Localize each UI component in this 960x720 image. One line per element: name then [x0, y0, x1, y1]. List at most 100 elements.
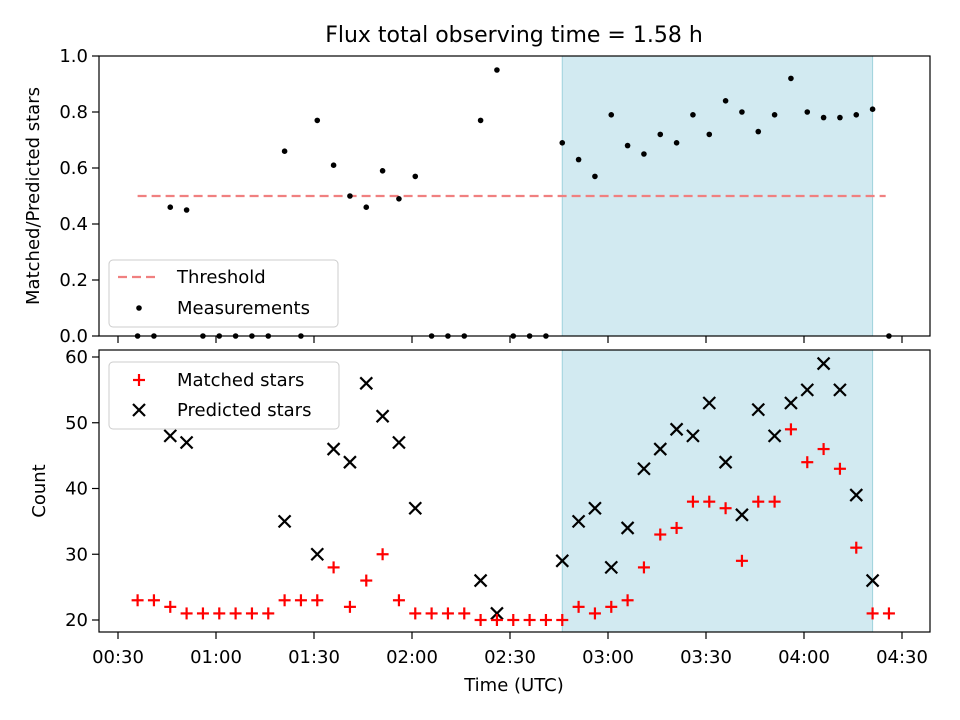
matched-star-point	[245, 607, 258, 620]
predicted-star-point	[784, 396, 798, 410]
matched-star-point	[833, 462, 846, 475]
measurement-point	[673, 140, 680, 146]
measurement-point	[641, 151, 647, 157]
x-tick-label: 02:00	[386, 647, 438, 668]
matched-star-point	[801, 456, 814, 469]
predicted-star-point	[620, 521, 635, 535]
predicted-star-point	[555, 554, 570, 568]
predicted-star-point	[490, 606, 504, 621]
matched-star-point	[882, 607, 895, 620]
legend-measurements-label: Measurements	[177, 298, 310, 319]
x-tick-label: 02:30	[484, 647, 536, 668]
predicted-star-point	[833, 383, 847, 397]
x-tick-label: 01:30	[288, 647, 340, 668]
matched-star-point	[441, 607, 454, 620]
matched-star-point	[588, 607, 601, 620]
predicted-star-point	[751, 402, 766, 417]
matched-star-point	[572, 600, 585, 613]
matched-star-point	[768, 495, 781, 508]
matched-star-point	[752, 495, 765, 508]
top-y-tick-label: 0.8	[59, 102, 88, 123]
bottom-plot-frame	[98, 349, 931, 633]
legend-predicted-label: Predicted stars	[177, 400, 311, 421]
matched-star-point	[539, 614, 552, 626]
matched-star-point	[147, 594, 160, 607]
measurement-point	[820, 114, 827, 121]
measurement-point	[183, 207, 190, 213]
matched-star-point	[719, 502, 732, 515]
top-y-tick-label: 0.6	[59, 158, 88, 179]
measurement-point	[657, 131, 664, 138]
bottom-highlight-span	[561, 349, 874, 633]
predicted-star-point	[473, 573, 488, 588]
predicted-star-point	[392, 435, 406, 450]
measurement-point	[804, 109, 811, 115]
legend-matched-swatch	[133, 374, 145, 386]
matched-star-point	[523, 614, 536, 626]
measurement-point	[559, 140, 566, 146]
x-tick-label: 04:30	[876, 647, 928, 668]
predicted-star-point	[588, 501, 602, 516]
legend-measurements-swatch	[136, 305, 142, 311]
measurement-point	[396, 196, 402, 202]
x-tick-label: 00:30	[92, 647, 144, 668]
predicted-star-point	[686, 429, 700, 443]
measurement-point	[314, 117, 321, 124]
matched-star-point	[180, 607, 193, 620]
top-y-tick-label: 1.0	[59, 46, 88, 67]
bottom-y-tick-label: 40	[65, 479, 88, 500]
matched-star-point	[294, 594, 307, 607]
x-tick-label: 03:00	[582, 647, 634, 668]
predicted-star-point	[163, 429, 178, 443]
predicted-star-point	[702, 396, 717, 410]
bottom-panel: 20 30 40 50 60 00:30 01:00 01:30 02:00 02:30 03:0…	[29, 347, 931, 696]
measurement-point	[167, 204, 174, 210]
bottom-y-tick-label: 20	[65, 610, 88, 631]
matched-star-point	[474, 614, 487, 626]
x-tick-label: 03:30	[680, 647, 732, 668]
predicted-star-point	[310, 547, 325, 562]
predicted-star-point	[653, 442, 668, 456]
matched-star-point	[490, 614, 503, 626]
top-y-ticks: 0.0 0.2 0.4 0.6 0.8 1.0	[59, 46, 99, 347]
predicted-star-point	[669, 422, 684, 437]
matched-star-point	[637, 561, 650, 574]
top-x-tick-marks	[117, 336, 903, 343]
matched-star-point	[311, 594, 324, 607]
matched-star-point	[392, 594, 405, 607]
matched-star-point	[278, 594, 291, 607]
matched-star-point	[817, 443, 830, 456]
measurement-point	[722, 98, 729, 104]
bottom-y-tick-label: 30	[65, 544, 88, 565]
matched-star-point	[327, 561, 340, 574]
predicted-star-point	[326, 442, 341, 456]
measurement-point	[755, 128, 762, 135]
bottom-legend-box	[108, 361, 340, 430]
x-tick-label: 04:00	[778, 647, 830, 668]
top-legend-box	[108, 259, 339, 328]
matched-star-point	[605, 600, 618, 613]
measurement-point	[592, 173, 598, 180]
measurement-point	[624, 142, 631, 149]
legend-threshold-label: Threshold	[176, 267, 266, 288]
matched-star-point	[735, 554, 748, 567]
predicted-star-point	[179, 435, 194, 450]
bottom-legend: Matched stars Predicted stars	[108, 361, 340, 430]
top-y-tick-label: 0.2	[59, 270, 88, 291]
matched-star-point	[376, 548, 389, 561]
matched-star-point	[866, 607, 879, 620]
count-points	[131, 356, 895, 626]
matched-star-point	[409, 607, 422, 620]
bottom-y-axis-label: Count	[29, 464, 50, 517]
matched-star-point	[458, 607, 471, 620]
matched-star-point	[556, 614, 569, 626]
predicted-star-point	[767, 429, 782, 443]
measurement-point	[281, 148, 288, 154]
matched-star-point	[213, 607, 226, 620]
matched-star-point	[703, 495, 716, 508]
measurement-point	[494, 67, 500, 73]
matched-star-point	[196, 607, 209, 620]
matched-star-point	[507, 614, 520, 626]
measurement-point	[347, 193, 353, 199]
